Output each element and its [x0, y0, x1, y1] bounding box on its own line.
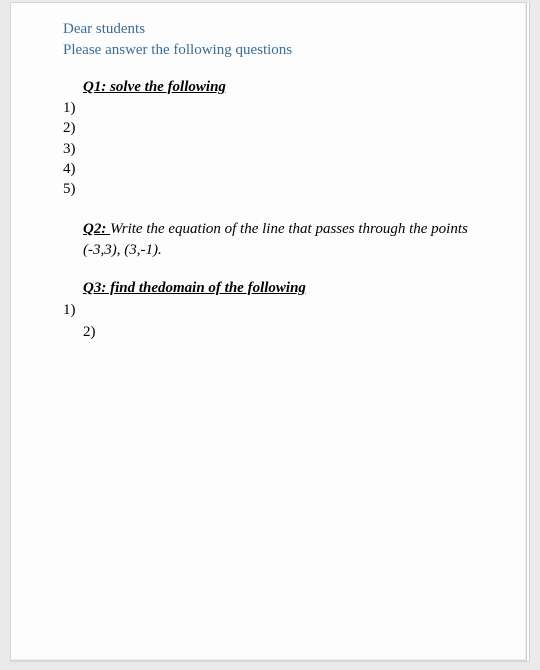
list-item: 3): [63, 139, 496, 159]
q2-text: Write the equation of the line that pass…: [83, 221, 468, 257]
list-item: 5): [63, 179, 496, 199]
q2-label: Q2:: [83, 221, 110, 237]
greeting-line-2: Please answer the following questions: [63, 40, 496, 61]
list-item: 1): [63, 299, 496, 322]
list-item: 1): [63, 98, 496, 118]
list-item: 2): [83, 321, 496, 344]
q3-item-list: 1) 2): [63, 299, 496, 344]
q2-block: Q2: Write the equation of the line that …: [83, 219, 496, 260]
spacer: [63, 262, 496, 280]
greeting-block: Dear students Please answer the followin…: [63, 19, 496, 61]
document-page: Dear students Please answer the followin…: [10, 2, 530, 662]
greeting-line-1: Dear students: [63, 19, 496, 40]
list-item: 4): [63, 159, 496, 179]
q1-item-list: 1) 2) 3) 4) 5): [63, 98, 496, 199]
list-item: 2): [63, 118, 496, 138]
q1-heading: Q1: solve the following: [83, 79, 496, 96]
q3-heading: Q3: find thedomain of the following: [83, 280, 496, 297]
